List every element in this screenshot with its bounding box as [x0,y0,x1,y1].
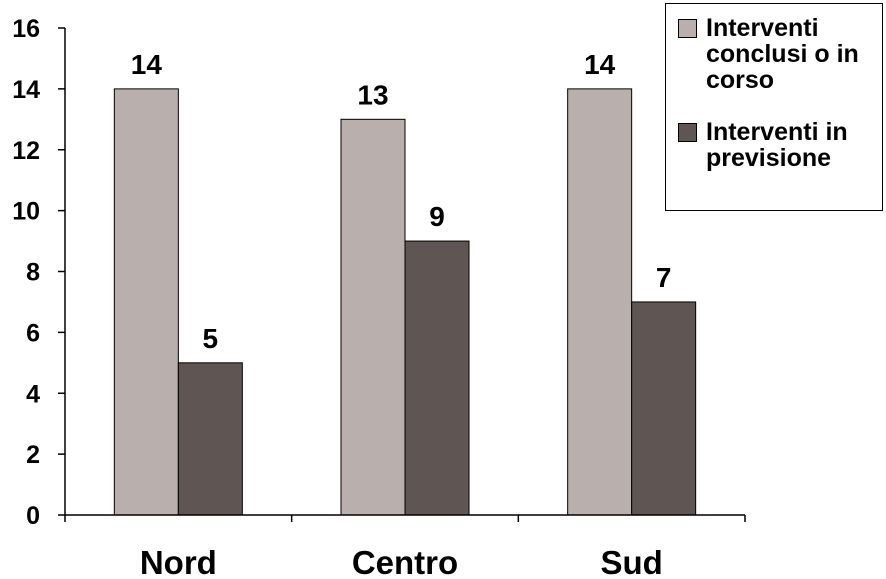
legend-label-series-2: Interventi in previsione [706,118,848,172]
data-label-centro-series-2: 9 [429,201,445,232]
bar-sud-series-2 [631,301,697,516]
data-label-sud-series-1: 14 [584,49,616,80]
bar-nord-series-1 [113,88,179,516]
data-label-centro-series-1: 13 [357,79,388,110]
legend-label-series-1: Interventi conclusi o in corso [706,14,859,94]
data-label-sud-series-2: 7 [656,262,672,293]
bar-nord-series-2 [177,362,243,516]
y-tick-label: 0 [26,502,40,530]
y-tick-label: 2 [26,441,40,469]
y-tick-label: 12 [12,137,40,165]
y-tick-label: 14 [12,76,40,104]
x-tick-label-nord: Nord [140,544,217,579]
x-tick-label-centro: Centro [352,544,458,579]
legend-swatch-series-1 [678,19,697,38]
bar-sud-series-1 [567,88,633,516]
legend-swatch-series-2 [678,123,697,142]
data-label-nord-series-2: 5 [203,323,219,354]
data-label-nord-series-1: 14 [131,49,163,80]
chart-legend: Interventi conclusi o in corso Intervent… [665,3,883,211]
y-tick-label: 10 [12,198,40,226]
y-tick-label: 16 [12,15,40,43]
y-tick-label: 4 [26,380,40,408]
y-tick-label: 6 [26,319,40,347]
bar-centro-series-1 [340,118,406,516]
bar-centro-series-2 [404,240,470,516]
y-tick-label: 8 [26,259,40,287]
x-tick-label-sud: Sud [601,544,663,579]
